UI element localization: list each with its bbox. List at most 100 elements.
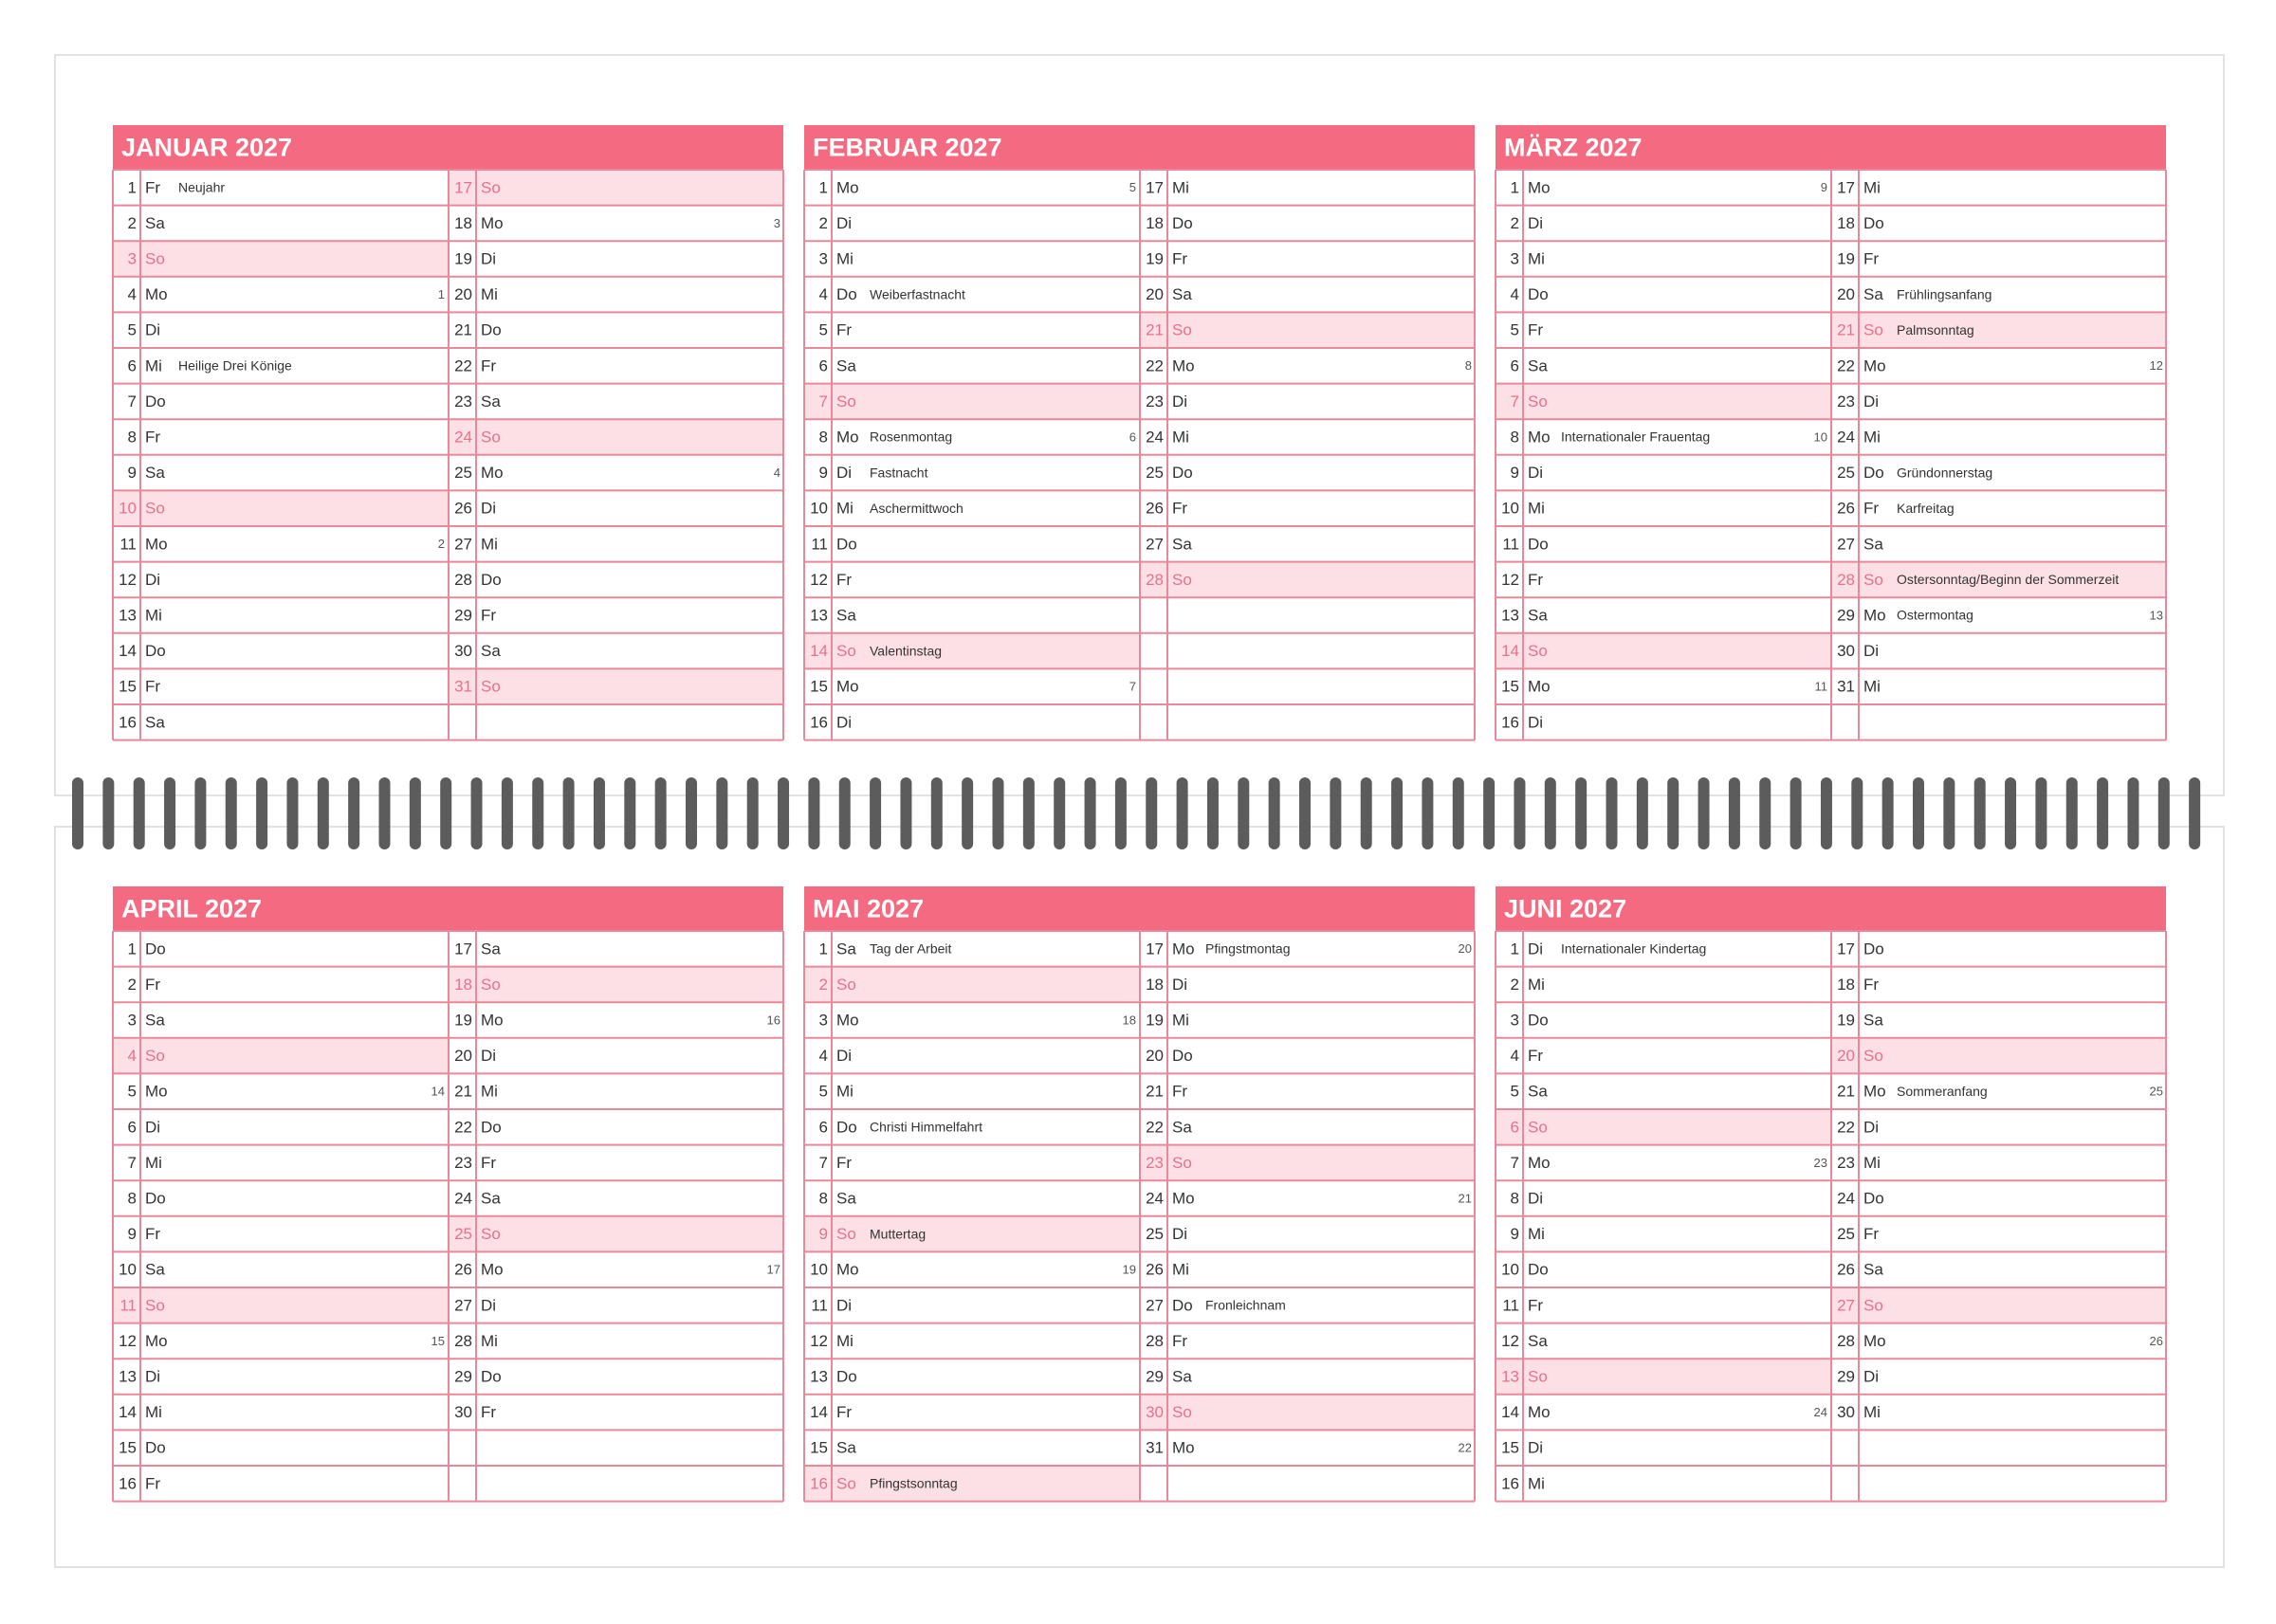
week-number: 16 (767, 1013, 780, 1027)
weekday: Do (1528, 1011, 1549, 1029)
day-number: 8 (1511, 428, 1519, 446)
sunday-row (1140, 312, 1476, 348)
weekday: Fr (1863, 249, 1879, 267)
ring (1452, 777, 1464, 849)
weekday: Do (481, 1118, 502, 1136)
day-number: 12 (1501, 571, 1519, 589)
day-number: 7 (128, 1154, 137, 1172)
ring (2035, 777, 2047, 849)
ring (1973, 777, 1986, 849)
weekday: Mo (1863, 1332, 1886, 1350)
weekday: So (1172, 321, 1192, 339)
week-number: 19 (1123, 1263, 1136, 1277)
day-number: 9 (819, 1225, 828, 1243)
ring (1636, 777, 1648, 849)
weekday: Fr (145, 428, 160, 446)
day-number: 27 (1146, 535, 1164, 553)
day-number: 22 (1837, 1118, 1855, 1136)
day-number: 17 (1837, 940, 1855, 958)
week-number: 21 (1459, 1191, 1472, 1205)
weekday: Do (1172, 1296, 1193, 1314)
week-number: 2 (438, 537, 445, 551)
ring (1391, 777, 1404, 849)
weekday: Fr (1528, 1296, 1543, 1314)
ring (72, 777, 83, 849)
weekday: Mi (1528, 1474, 1545, 1492)
month-title: FEBRUAR 2027 (813, 134, 1002, 162)
day-number: 15 (1501, 1439, 1519, 1457)
day-number: 3 (128, 1011, 137, 1029)
day-number: 18 (1146, 976, 1164, 994)
weekday: Fr (481, 356, 496, 374)
ring (624, 777, 636, 849)
ring (1483, 777, 1496, 849)
weekday: Fr (1863, 976, 1879, 994)
weekday: Sa (1172, 285, 1192, 303)
holiday: Gründonnerstag (1897, 465, 1992, 480)
day-number: 17 (1146, 940, 1164, 958)
day-number: 13 (1501, 1367, 1519, 1385)
weekday: Fr (145, 976, 160, 994)
weekday: Do (145, 642, 166, 660)
day-number: 21 (454, 321, 472, 339)
ring (1330, 777, 1342, 849)
weekday: So (145, 1296, 165, 1314)
sunday-row (804, 1466, 1140, 1502)
weekday: Di (481, 1296, 496, 1314)
ring (1146, 777, 1158, 849)
day-number: 1 (819, 940, 828, 958)
sunday-row (113, 1037, 449, 1074)
week-number: 20 (1459, 941, 1472, 956)
ring (593, 777, 605, 849)
day-number: 29 (1146, 1367, 1164, 1385)
weekday: Di (1528, 1439, 1543, 1457)
day-number: 19 (454, 249, 472, 267)
day-number: 15 (1501, 678, 1519, 696)
holiday: Ostersonntag/Beginn der Sommerzeit (1897, 572, 2119, 587)
weekday: So (1172, 1403, 1192, 1421)
weekday: Mi (481, 535, 498, 553)
holiday: Pfingstsonntag (870, 1476, 958, 1491)
weekday: So (1528, 1367, 1548, 1385)
sunday-row (1831, 1287, 2167, 1323)
sunday-row (449, 668, 784, 704)
day-number: 20 (1146, 1047, 1164, 1065)
day-number: 30 (1837, 1403, 1855, 1421)
day-number: 27 (454, 1296, 472, 1314)
day-number: 13 (119, 1367, 137, 1385)
day-number: 11 (119, 535, 137, 553)
day-number: 7 (128, 392, 137, 411)
ring (102, 777, 115, 849)
weekday: Di (145, 1118, 160, 1136)
holiday: Heilige Drei Könige (178, 358, 292, 374)
weekday: Do (1528, 285, 1549, 303)
weekday: Mi (836, 1332, 854, 1350)
day-number: 29 (1837, 606, 1855, 624)
day-number: 23 (1146, 1154, 1164, 1172)
weekday: Mi (1172, 1011, 1189, 1029)
weekday: Mo (1528, 178, 1551, 196)
day-number: 20 (1146, 285, 1164, 303)
weekday: So (1863, 321, 1883, 339)
weekday: Fr (145, 678, 160, 696)
ring (808, 777, 820, 849)
weekday: Mo (145, 285, 168, 303)
weekday: Fr (1863, 1225, 1879, 1243)
month: APRIL 2027 1 Do 2 Fr 3 Sa 4 So 5 Mo 14 6 Di 7 Mi 8 Do 9 Fr 1… (112, 886, 784, 1503)
sunday-row (1831, 312, 2167, 348)
day-number: 5 (1511, 321, 1519, 339)
week-number: 17 (767, 1263, 780, 1277)
weekday: Fr (836, 321, 852, 339)
weekday: Fr (836, 1403, 852, 1421)
day-number: 15 (810, 678, 828, 696)
day-number: 11 (1502, 535, 1519, 553)
ring (870, 777, 882, 849)
weekday: Mi (145, 1403, 162, 1421)
weekday: Fr (481, 606, 496, 624)
weekday: Mo (836, 678, 859, 696)
day-number: 22 (1146, 1118, 1164, 1136)
day-number: 23 (1146, 392, 1164, 411)
month: MÄRZ 2027 1 Mo 9 2 Di 3 Mi 4 Do 5 Fr 6 Sa 7 So 8 Mo Intern… (1495, 125, 2167, 741)
month-header (1496, 886, 2166, 931)
day-number: 11 (811, 1296, 828, 1314)
